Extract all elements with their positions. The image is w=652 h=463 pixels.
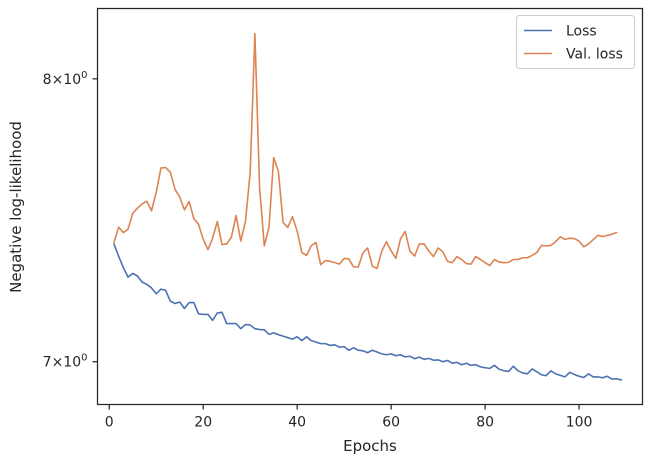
x-tick-label: 20: [194, 415, 212, 431]
legend: Loss Val. loss: [516, 15, 635, 69]
x-tick-label: 60: [382, 415, 400, 431]
x-axis-label: Epochs: [343, 437, 397, 455]
legend-label-loss: Loss: [566, 24, 597, 40]
plot-lines: [113, 32, 623, 381]
axes-frame: [96, 7, 644, 406]
y-axis-label: Negative log-likelihood: [7, 121, 25, 293]
series-line-val-loss: [113, 32, 618, 270]
legend-label-val-loss: Val. loss: [566, 47, 623, 63]
x-tick-label: 80: [476, 415, 494, 431]
y-tick-label: 7×100: [43, 353, 88, 371]
y-tick-label: 8×100: [43, 70, 88, 88]
x-tick-label: 100: [566, 415, 593, 431]
series-line-loss: [113, 243, 623, 381]
x-tick-label: 0: [105, 415, 114, 431]
legend-box: [516, 15, 635, 69]
x-axis-ticks: 0 20 40 60 80 100: [105, 404, 593, 431]
x-tick-label: 40: [288, 415, 306, 431]
y-axis-ticks: 7×100 8×100: [43, 70, 98, 371]
